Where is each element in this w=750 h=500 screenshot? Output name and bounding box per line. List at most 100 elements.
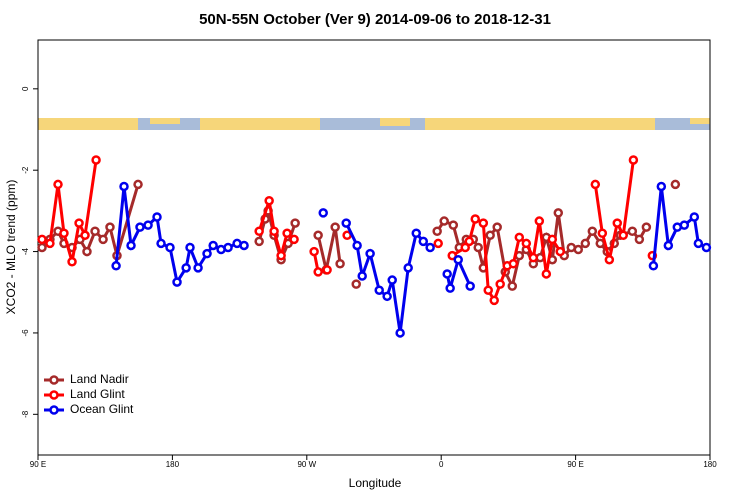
point bbox=[641, 222, 652, 232]
point bbox=[133, 179, 143, 190]
point bbox=[202, 248, 212, 259]
point bbox=[495, 279, 505, 289]
point bbox=[254, 226, 264, 236]
point bbox=[98, 234, 108, 245]
point bbox=[514, 250, 525, 261]
point bbox=[357, 271, 367, 281]
legend-marker bbox=[49, 390, 59, 400]
point bbox=[418, 236, 429, 247]
legend-label: Land Nadir bbox=[70, 372, 129, 386]
legend-marker bbox=[49, 405, 59, 415]
point bbox=[239, 240, 249, 251]
legend-marker bbox=[49, 375, 59, 385]
point bbox=[309, 246, 319, 257]
point bbox=[74, 218, 84, 228]
point bbox=[483, 285, 493, 295]
point bbox=[119, 181, 129, 192]
point bbox=[193, 263, 203, 273]
point bbox=[90, 226, 100, 236]
point bbox=[442, 269, 452, 279]
legend-label: Ocean Glint bbox=[70, 402, 134, 416]
point bbox=[335, 259, 345, 269]
series-line bbox=[114, 186, 708, 334]
point bbox=[478, 218, 489, 228]
point bbox=[580, 238, 591, 249]
point bbox=[318, 208, 328, 218]
point bbox=[514, 232, 525, 243]
x-tick-label: 180 bbox=[703, 460, 717, 469]
point bbox=[59, 228, 69, 239]
point bbox=[352, 240, 362, 251]
point bbox=[439, 216, 449, 226]
point bbox=[508, 259, 519, 269]
point bbox=[223, 242, 233, 253]
point bbox=[185, 242, 195, 253]
point bbox=[290, 218, 300, 228]
point bbox=[411, 228, 422, 239]
point bbox=[663, 240, 674, 251]
point bbox=[612, 218, 623, 228]
point bbox=[604, 254, 615, 265]
point bbox=[181, 263, 191, 273]
y-tick-label: -4 bbox=[21, 247, 30, 255]
point bbox=[135, 222, 145, 232]
point bbox=[587, 226, 598, 236]
point bbox=[254, 236, 264, 247]
point bbox=[634, 234, 645, 245]
point bbox=[269, 226, 279, 236]
y-tick-label: -6 bbox=[21, 329, 30, 337]
point bbox=[105, 222, 115, 232]
point bbox=[156, 238, 166, 249]
point bbox=[37, 242, 47, 253]
point bbox=[330, 222, 340, 232]
point bbox=[67, 256, 77, 267]
point bbox=[365, 248, 375, 259]
x-tick-label: 180 bbox=[166, 460, 180, 469]
chart-title: 50N-55N October (Ver 9) 2014-09-06 to 20… bbox=[199, 11, 551, 28]
point bbox=[172, 277, 182, 287]
point bbox=[341, 218, 351, 228]
point bbox=[45, 238, 55, 249]
legend-label: Land Glint bbox=[70, 387, 125, 401]
point bbox=[425, 242, 435, 253]
point bbox=[689, 212, 700, 222]
point bbox=[597, 228, 608, 239]
point bbox=[541, 269, 552, 279]
point bbox=[395, 328, 405, 338]
point bbox=[276, 250, 286, 261]
point bbox=[322, 265, 332, 275]
point bbox=[264, 195, 274, 206]
point bbox=[555, 246, 565, 257]
point bbox=[521, 238, 532, 249]
point bbox=[470, 214, 480, 224]
point bbox=[387, 275, 397, 285]
point bbox=[382, 291, 392, 302]
point bbox=[82, 246, 92, 257]
point bbox=[528, 252, 539, 263]
point bbox=[485, 230, 495, 241]
x-tick-label: 0 bbox=[439, 460, 444, 469]
x-tick-label: 90 E bbox=[30, 460, 46, 469]
point bbox=[701, 242, 712, 253]
point bbox=[313, 267, 323, 277]
point bbox=[670, 179, 681, 190]
point bbox=[313, 230, 323, 241]
point bbox=[628, 155, 639, 165]
point bbox=[53, 179, 63, 190]
x-tick-label: 90 E bbox=[567, 460, 583, 469]
point bbox=[547, 254, 558, 265]
point bbox=[693, 238, 704, 249]
point bbox=[464, 236, 475, 247]
point bbox=[553, 208, 564, 218]
point bbox=[618, 230, 628, 241]
point bbox=[152, 212, 162, 222]
point bbox=[37, 234, 47, 245]
y-tick-label: -2 bbox=[21, 166, 30, 174]
y-tick-label: -8 bbox=[21, 410, 30, 418]
point bbox=[289, 234, 299, 245]
point bbox=[351, 279, 361, 289]
point bbox=[433, 238, 443, 249]
point bbox=[547, 234, 558, 245]
point bbox=[282, 228, 292, 239]
